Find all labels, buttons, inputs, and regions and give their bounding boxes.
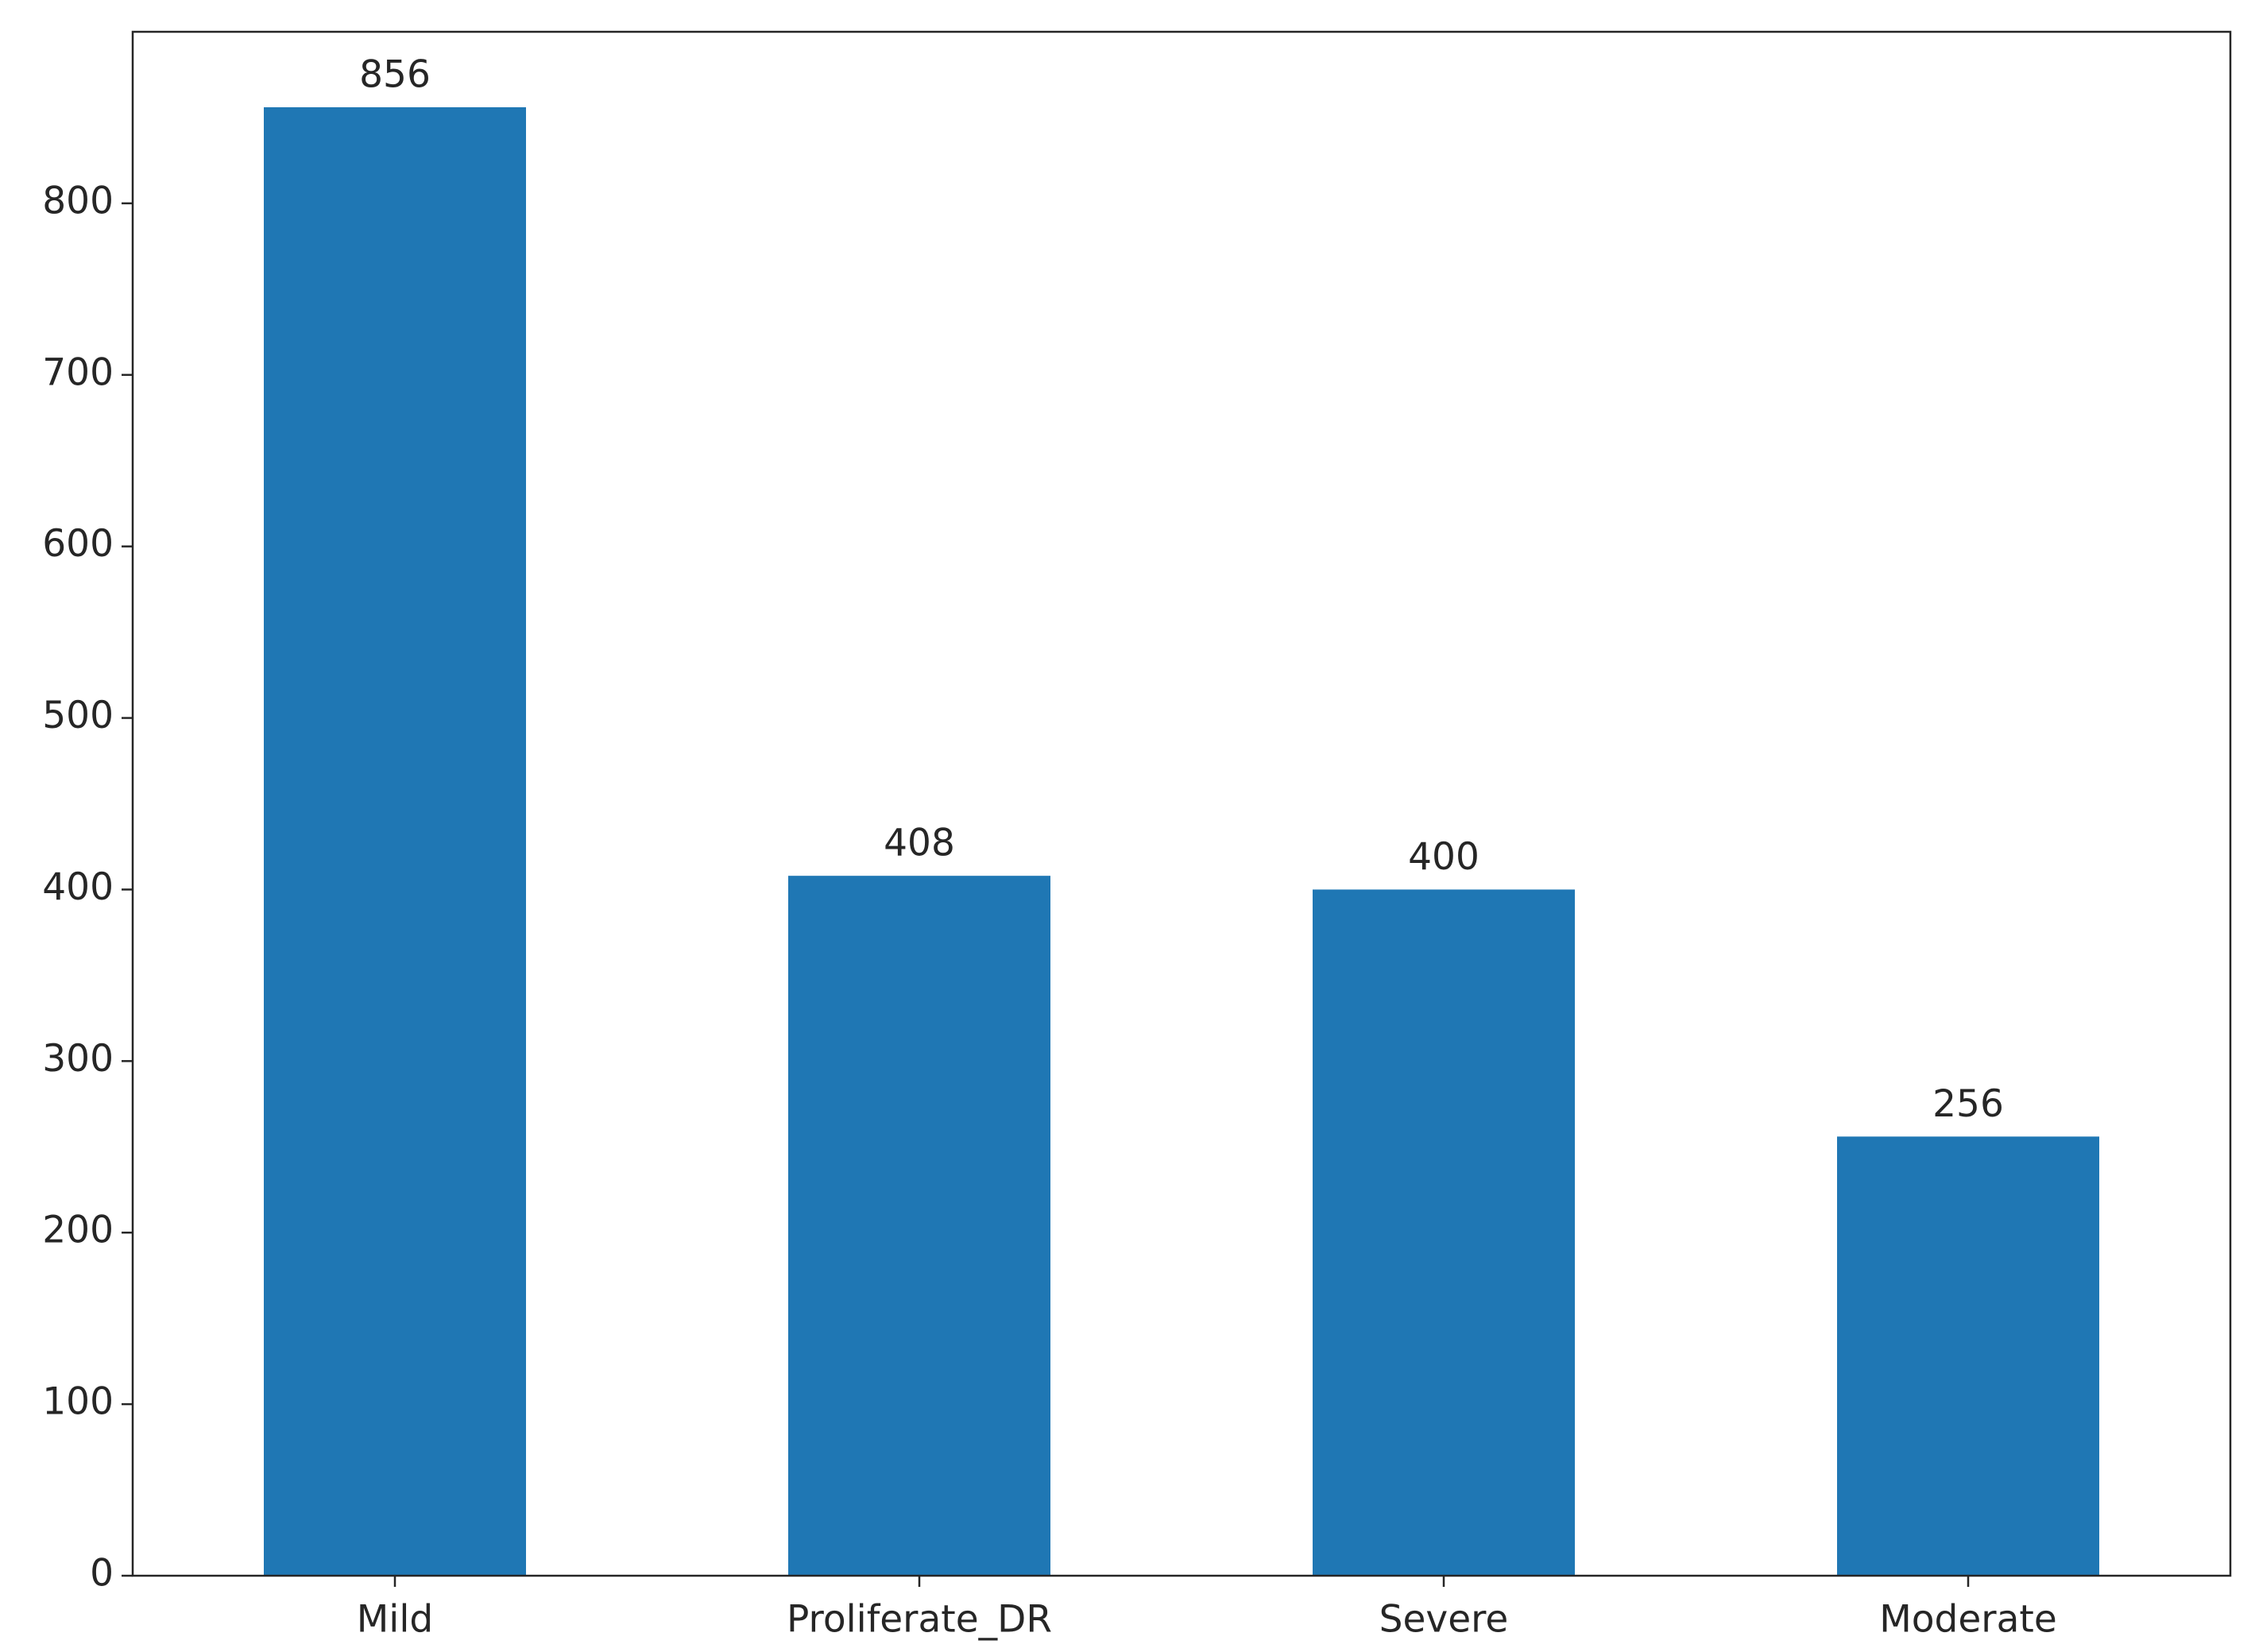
value-label: 408 xyxy=(884,822,955,865)
y-tick-label: 100 xyxy=(42,1380,114,1424)
y-tick-label: 800 xyxy=(42,179,114,222)
y-tick-label: 300 xyxy=(42,1037,114,1081)
value-label: 400 xyxy=(1408,835,1479,879)
bar xyxy=(1837,1136,2099,1576)
x-tick-label: Mild xyxy=(357,1598,434,1642)
y-tick-label: 0 xyxy=(90,1552,114,1596)
bar xyxy=(788,876,1050,1576)
y-tick-label: 200 xyxy=(42,1209,114,1252)
axes-frame xyxy=(131,30,2232,1577)
x-tick-label: Moderate xyxy=(1879,1598,2057,1642)
x-tick-label: Severe xyxy=(1379,1598,1509,1642)
bar xyxy=(1313,889,1575,1576)
value-label: 256 xyxy=(1932,1082,2004,1126)
y-tick-label: 700 xyxy=(42,350,114,394)
y-tick-label: 500 xyxy=(42,694,114,737)
value-label: 856 xyxy=(359,52,431,96)
x-tick-label: Proliferate_DR xyxy=(787,1598,1052,1642)
y-tick-label: 600 xyxy=(42,522,114,566)
bar xyxy=(264,106,526,1577)
y-tick-label: 400 xyxy=(42,865,114,909)
